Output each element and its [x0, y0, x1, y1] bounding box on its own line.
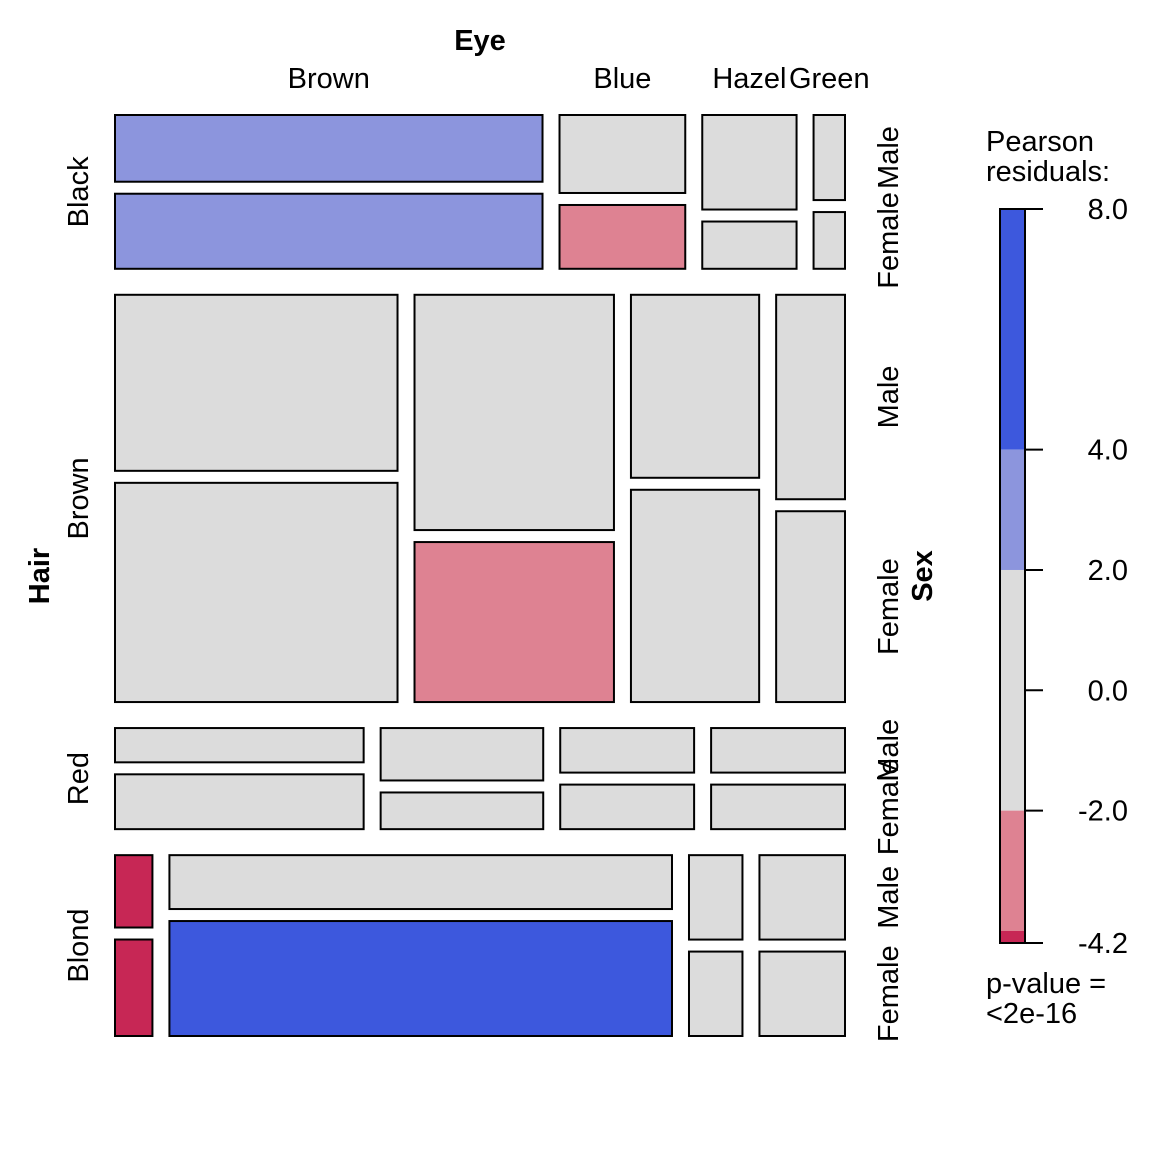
- legend-band-3: [1000, 810, 1025, 931]
- tile-black-hazel-female: [701, 220, 798, 270]
- hair-level-labels: Black Brown Red Blond: [63, 156, 95, 983]
- legend-band-1: [1000, 449, 1025, 570]
- tile-brown-blue-male: [413, 293, 615, 532]
- legend-band-2: [1000, 569, 1025, 811]
- legend-band-0: [1000, 209, 1025, 450]
- tile-blond-blue-female: [168, 920, 673, 1038]
- sex-label-red-female: Female: [873, 759, 905, 856]
- eye-variable-label: Eye: [454, 25, 506, 57]
- residual-legend: Pearson residuals: 8.04.02.00.0-2.0-4.2 …: [986, 126, 1128, 1030]
- tile-blond-green-female: [758, 950, 846, 1037]
- legend-band-4: [1000, 930, 1025, 943]
- tile-black-brown-female: [114, 192, 544, 270]
- legend-tick-label: 2.0: [1088, 555, 1128, 587]
- pvalue-label: p-value =: [986, 968, 1106, 1000]
- legend-tick-label: -2.0: [1078, 796, 1128, 828]
- tile-red-blue-female: [379, 791, 545, 831]
- hair-label-blond: Blond: [63, 908, 95, 982]
- hair-variable-label: Hair: [24, 548, 56, 604]
- legend-title-line1: Pearson: [986, 126, 1094, 158]
- sex-label-black-male: Male: [873, 126, 905, 189]
- sex-label-brown-female: Female: [873, 558, 905, 655]
- legend-frame: [999, 208, 1026, 944]
- tile-brown-green-male: [775, 293, 846, 501]
- legend-tick-label: 8.0: [1088, 194, 1128, 226]
- tile-blond-brown-male: [114, 854, 154, 929]
- tile-black-blue-female: [558, 203, 687, 270]
- tile-brown-blue-female: [413, 541, 615, 704]
- legend-tick-label: 4.0: [1088, 435, 1128, 467]
- sex-label-red-male: Male: [873, 719, 905, 782]
- hair-label-red: Red: [63, 752, 95, 805]
- tile-blond-hazel-male: [687, 854, 744, 941]
- sex-variable-label: Sex: [907, 550, 939, 602]
- tile-black-green-female: [812, 211, 847, 270]
- tile-brown-brown-female: [114, 481, 399, 704]
- tile-black-brown-male: [114, 114, 544, 183]
- tile-black-hazel-male: [701, 114, 798, 211]
- sex-label-blond-female: Female: [873, 945, 905, 1042]
- tile-brown-hazel-female: [629, 488, 761, 704]
- eye-label-brown: Brown: [288, 63, 370, 95]
- legend-ticks: 8.0 4.0 2.0 0.0 -2.0 -4.2: [1025, 194, 1128, 960]
- legend-title-line2: residuals:: [986, 156, 1110, 188]
- tile-blond-hazel-female: [687, 950, 744, 1037]
- eye-level-labels: Brown Blue Hazel Green: [288, 63, 870, 95]
- hair-label-black: Black: [63, 156, 95, 227]
- tile-blond-blue-male: [168, 854, 673, 911]
- tile-red-hazel-female: [559, 783, 696, 831]
- legend-tick-label: 0.0: [1088, 675, 1128, 707]
- sex-label-blond-male: Male: [873, 866, 905, 929]
- tile-blond-green-male: [758, 854, 846, 941]
- eye-label-green: Green: [789, 63, 870, 95]
- tile-red-green-male: [710, 727, 846, 774]
- sex-label-brown-male: Male: [873, 366, 905, 429]
- tile-blond-brown-female: [114, 938, 154, 1038]
- tile-red-hazel-male: [559, 727, 696, 774]
- legend-color-bar: [999, 208, 1026, 944]
- eye-label-hazel: Hazel: [712, 63, 786, 95]
- tile-red-brown-female: [114, 773, 365, 831]
- tile-brown-green-female: [775, 510, 846, 704]
- sex-label-black-female: Female: [873, 192, 905, 289]
- tile-red-blue-male: [379, 727, 545, 782]
- mosaic-tiles: [114, 114, 847, 1038]
- tile-red-green-female: [710, 783, 846, 831]
- tile-black-green-male: [812, 114, 847, 202]
- eye-label-blue: Blue: [593, 63, 651, 95]
- tile-red-brown-male: [114, 727, 365, 764]
- tile-black-blue-male: [558, 114, 687, 194]
- tile-brown-brown-male: [114, 293, 399, 472]
- hair-label-brown: Brown: [63, 457, 95, 539]
- tile-brown-hazel-male: [629, 293, 761, 479]
- pvalue-value: <2e-16: [986, 998, 1077, 1030]
- legend-tick-label: -4.2: [1078, 928, 1128, 960]
